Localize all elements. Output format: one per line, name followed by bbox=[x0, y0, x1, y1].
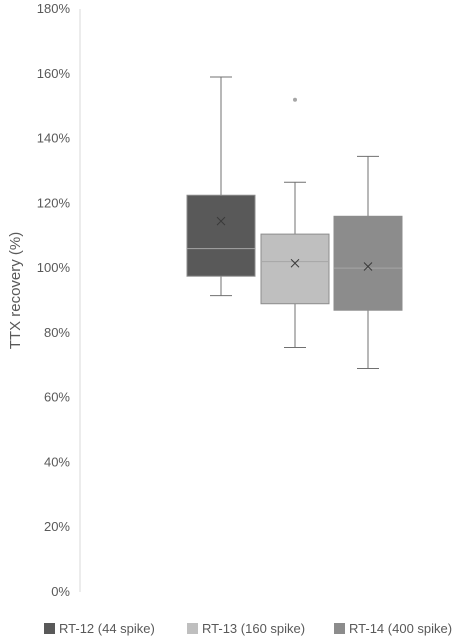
y-tick-label: 120% bbox=[37, 195, 71, 210]
legend-swatch bbox=[334, 623, 345, 634]
legend-label: RT-13 (160 spike) bbox=[202, 621, 305, 636]
legend-label: RT-14 (400 spike) bbox=[349, 621, 452, 636]
y-axis-ticks: 0% 20% 40% 60% 80% 100% 120% 140% 160% 180% bbox=[37, 1, 71, 599]
legend-swatch bbox=[44, 623, 55, 634]
outlier-point bbox=[293, 97, 297, 102]
y-tick-label: 20% bbox=[44, 519, 70, 534]
box bbox=[186, 194, 256, 277]
y-tick-label: 140% bbox=[37, 131, 71, 146]
legend-swatch bbox=[187, 623, 198, 634]
y-axis-title: TTX recovery (%) bbox=[7, 232, 24, 350]
y-tick-label: 40% bbox=[44, 454, 70, 469]
mean-marker bbox=[290, 258, 300, 268]
y-tick-label: 180% bbox=[37, 1, 71, 16]
y-tick-label: 160% bbox=[37, 66, 71, 81]
y-tick-label: 80% bbox=[44, 325, 70, 340]
box-group bbox=[186, 76, 256, 297]
y-tick-label: 60% bbox=[44, 390, 70, 405]
legend: RT-12 (44 spike) RT-13 (160 spike) RT-14 (… bbox=[44, 621, 452, 636]
box-series bbox=[186, 76, 403, 370]
box-group bbox=[333, 155, 403, 370]
box bbox=[260, 233, 330, 305]
y-tick-label: 100% bbox=[37, 260, 71, 275]
mean-marker bbox=[363, 262, 373, 271]
y-tick-label: 0% bbox=[51, 584, 70, 599]
legend-label: RT-12 (44 spike) bbox=[59, 621, 155, 636]
mean-marker bbox=[216, 216, 226, 226]
box-group bbox=[260, 97, 330, 348]
box bbox=[333, 215, 403, 311]
